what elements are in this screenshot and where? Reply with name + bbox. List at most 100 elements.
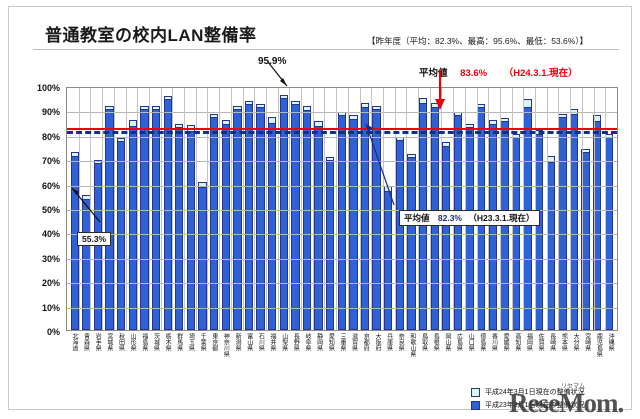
bar-segment-last-year[interactable] <box>314 126 322 330</box>
category-separator <box>114 88 115 330</box>
x-axis-tick-label: 大阪府 <box>371 333 383 381</box>
watermark-sub: リセマム <box>561 381 585 390</box>
bar-group[interactable] <box>220 88 232 330</box>
bar-segment-last-year[interactable] <box>222 124 230 330</box>
bar-group[interactable] <box>313 88 325 330</box>
bar-group[interactable] <box>394 88 406 330</box>
bar-group[interactable] <box>359 88 371 330</box>
bar-segment-last-year[interactable] <box>338 115 346 330</box>
bar-segment-last-year[interactable] <box>129 126 137 330</box>
bar-group[interactable] <box>243 88 255 330</box>
x-axis-tick-label: 岡山県 <box>441 333 453 381</box>
bar-segment-last-year[interactable] <box>82 199 90 330</box>
category-separator <box>184 88 185 330</box>
bar-group[interactable] <box>336 88 348 330</box>
category-separator <box>102 88 103 330</box>
x-axis-tick-label: 長崎県 <box>546 333 558 381</box>
category-separator <box>441 88 442 330</box>
max-value-callout: 95.9% <box>254 55 290 68</box>
bar-segment-last-year[interactable] <box>349 119 357 330</box>
bar-segment-last-year[interactable] <box>291 104 299 330</box>
category-separator <box>196 88 197 330</box>
x-axis-tick-label: 埼玉県 <box>185 333 197 381</box>
category-separator <box>383 88 384 330</box>
category-separator <box>605 88 606 330</box>
x-axis-tick-label: 香川県 <box>488 333 500 381</box>
x-axis-tick-label: 石川県 <box>255 333 267 381</box>
bar-group[interactable] <box>348 88 360 330</box>
x-axis-tick-label: 佐賀県 <box>534 333 546 381</box>
bar-group[interactable] <box>382 88 394 330</box>
bar-segment-last-year[interactable] <box>245 104 253 330</box>
bar-segment-last-year[interactable] <box>268 123 276 330</box>
min-value-callout: 55.3% <box>77 232 111 246</box>
watermark: ReseMom. リセマム <box>509 388 623 419</box>
x-axis-tick-label: 滋賀県 <box>348 333 360 381</box>
bar-group[interactable] <box>324 88 336 330</box>
bar-segment-last-year[interactable] <box>303 110 311 330</box>
x-axis-tick-label: 茨城県 <box>150 333 162 381</box>
bar-segment-last-year[interactable] <box>372 109 380 330</box>
x-axis-tick-label: 福島県 <box>138 333 150 381</box>
y-axis: 0%10%20%30%40%50%60%70%80%90%100% <box>9 87 64 333</box>
bar-segment-last-year[interactable] <box>256 107 264 330</box>
category-separator <box>406 88 407 330</box>
x-axis-tick-label: 高知県 <box>511 333 523 381</box>
bar-segment-last-year[interactable] <box>152 109 160 330</box>
category-separator <box>348 88 349 330</box>
category-separator <box>558 88 559 330</box>
x-axis-tick-label: 千葉県 <box>196 333 208 381</box>
bar-segment-last-year[interactable] <box>140 109 148 330</box>
x-axis-tick-label: 神奈川県 <box>220 333 232 381</box>
bar-segment-last-year[interactable] <box>105 109 113 330</box>
x-axis-tick-label: 岩手県 <box>91 333 103 381</box>
bar-segment-last-year[interactable] <box>489 124 497 330</box>
x-axis-tick-label: 島根県 <box>429 333 441 381</box>
bar-segment-last-year[interactable] <box>117 141 125 330</box>
x-axis-tick-label: 山梨県 <box>278 333 290 381</box>
category-separator <box>266 88 267 330</box>
y-axis-tick: 30% <box>42 254 60 264</box>
last-year-summary-note: 【昨年度（平均：82.3%、最高：95.6%、最低：53.6%）】 <box>367 35 588 47</box>
bar-segment-last-year[interactable] <box>535 134 543 330</box>
bar-segment-current-year[interactable] <box>523 99 531 106</box>
bar-segment-last-year[interactable] <box>233 109 241 330</box>
category-separator <box>523 88 524 330</box>
category-separator <box>149 88 150 330</box>
bar-group[interactable] <box>290 88 302 330</box>
category-separator <box>430 88 431 330</box>
bar-group[interactable] <box>278 88 290 330</box>
x-axis-tick-label: 和歌山県 <box>406 333 418 381</box>
current-average-annotation: 平均値 83.6% （H24.3.1.現在） <box>419 65 578 79</box>
bar-segment-last-year[interactable] <box>384 191 392 330</box>
category-separator <box>535 88 536 330</box>
bar-group[interactable] <box>255 88 267 330</box>
current-average-label: 平均値 <box>419 68 448 79</box>
bar-group[interactable] <box>232 88 244 330</box>
category-separator <box>336 88 337 330</box>
y-axis-tick: 0% <box>47 327 60 337</box>
category-separator <box>418 88 419 330</box>
category-separator <box>231 88 232 330</box>
title-divider <box>33 49 619 50</box>
x-axis-tick-label: 岐阜県 <box>301 333 313 381</box>
bar-group[interactable] <box>406 88 418 330</box>
bar-segment-last-year[interactable] <box>407 157 415 330</box>
category-separator <box>301 88 302 330</box>
bar-group[interactable] <box>301 88 313 330</box>
x-axis-tick-label: 奈良県 <box>394 333 406 381</box>
bar-segment-last-year[interactable] <box>361 107 369 330</box>
y-axis-tick: 100% <box>37 83 60 93</box>
legend-swatch <box>471 401 480 410</box>
x-axis-tick-label: 広島県 <box>453 333 465 381</box>
bar-segment-last-year[interactable] <box>442 146 450 330</box>
bar-group[interactable] <box>266 88 278 330</box>
bar-segment-last-year[interactable] <box>465 127 473 330</box>
category-separator <box>324 88 325 330</box>
bar-segment-last-year[interactable] <box>175 127 183 330</box>
bar-group[interactable] <box>371 88 383 330</box>
bar-segment-last-year[interactable] <box>210 117 218 331</box>
category-separator <box>360 88 361 330</box>
bar-segment-last-year[interactable] <box>547 162 555 330</box>
bar-segment-last-year[interactable] <box>94 163 102 330</box>
